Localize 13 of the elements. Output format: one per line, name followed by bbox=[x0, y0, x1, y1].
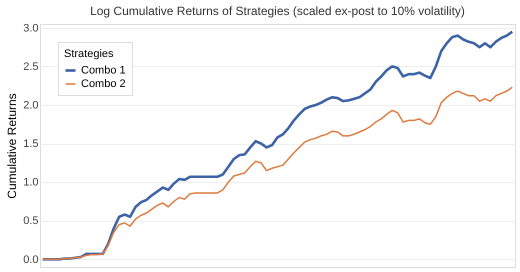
y-tick-label: 2.0 bbox=[23, 100, 38, 112]
y-tick-label: 2.5 bbox=[23, 60, 38, 73]
y-tick-label: 3.0 bbox=[23, 22, 38, 34]
line-series bbox=[42, 86, 514, 260]
y-tick-label: 0.0 bbox=[23, 254, 38, 266]
y-tick-label: 1.0 bbox=[23, 176, 38, 189]
legend-label: Combo 1 bbox=[81, 64, 126, 76]
y-tick-label: 1.5 bbox=[23, 138, 38, 150]
y-tick-label: 0.5 bbox=[23, 215, 38, 228]
legend-title: Strategies bbox=[64, 48, 114, 60]
legend-label: Combo 2 bbox=[81, 78, 126, 90]
chart-title: Log Cumulative Returns of Strategies (scaled ex-post to 10% volatility) bbox=[90, 4, 465, 18]
y-axis-title: Cumulative Returns bbox=[5, 93, 20, 199]
